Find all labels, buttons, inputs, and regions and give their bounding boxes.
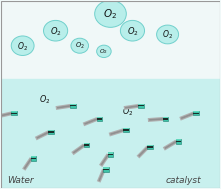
Bar: [31, 158, 36, 159]
Bar: [176, 141, 181, 142]
Bar: [108, 152, 113, 157]
Text: catalyst: catalyst: [165, 176, 201, 184]
Bar: [11, 111, 17, 112]
Bar: [108, 152, 113, 153]
Circle shape: [71, 38, 89, 53]
Bar: [103, 169, 109, 170]
Bar: [123, 128, 129, 129]
Bar: [138, 104, 144, 108]
Bar: [123, 128, 129, 132]
Bar: [97, 117, 102, 118]
Bar: [108, 154, 113, 155]
Text: $O_2$: $O_2$: [17, 40, 28, 53]
Circle shape: [95, 0, 126, 27]
Circle shape: [44, 20, 68, 41]
Circle shape: [120, 20, 145, 41]
Text: $O_2$: $O_2$: [103, 8, 118, 21]
Bar: [193, 111, 199, 112]
Text: $O_2$: $O_2$: [39, 94, 50, 106]
Bar: [97, 117, 102, 121]
Text: $O_2$: $O_2$: [122, 105, 134, 118]
Text: $O_2$: $O_2$: [99, 47, 108, 56]
Bar: [31, 156, 36, 160]
Bar: [84, 143, 89, 147]
Bar: [193, 111, 199, 115]
Bar: [103, 167, 109, 169]
Bar: [48, 131, 54, 133]
Bar: [176, 139, 181, 144]
Bar: [163, 118, 168, 120]
Bar: [123, 129, 129, 131]
Circle shape: [97, 45, 111, 57]
Bar: [103, 167, 109, 172]
Text: $O_2$: $O_2$: [127, 25, 138, 38]
Bar: [176, 139, 181, 140]
Bar: [70, 104, 76, 105]
Bar: [138, 105, 144, 106]
Bar: [31, 156, 36, 157]
Bar: [84, 144, 89, 146]
Bar: [97, 118, 102, 120]
Text: $O_2$: $O_2$: [50, 25, 61, 38]
Bar: [138, 104, 144, 105]
Bar: [147, 145, 153, 149]
Bar: [70, 104, 76, 108]
Circle shape: [157, 25, 179, 44]
Bar: [193, 112, 199, 114]
Bar: [163, 117, 168, 118]
Text: Water: Water: [7, 176, 34, 184]
Text: $O_2$: $O_2$: [162, 29, 173, 41]
Bar: [11, 112, 17, 114]
Bar: [163, 117, 168, 121]
Bar: [48, 130, 54, 131]
Bar: [70, 105, 76, 106]
Bar: [11, 111, 17, 115]
Circle shape: [11, 36, 34, 56]
Text: $O_2$: $O_2$: [75, 41, 85, 51]
Bar: [147, 145, 153, 146]
Bar: [48, 130, 54, 134]
Bar: [147, 146, 153, 148]
Bar: [1, 79, 220, 188]
Bar: [84, 143, 89, 144]
